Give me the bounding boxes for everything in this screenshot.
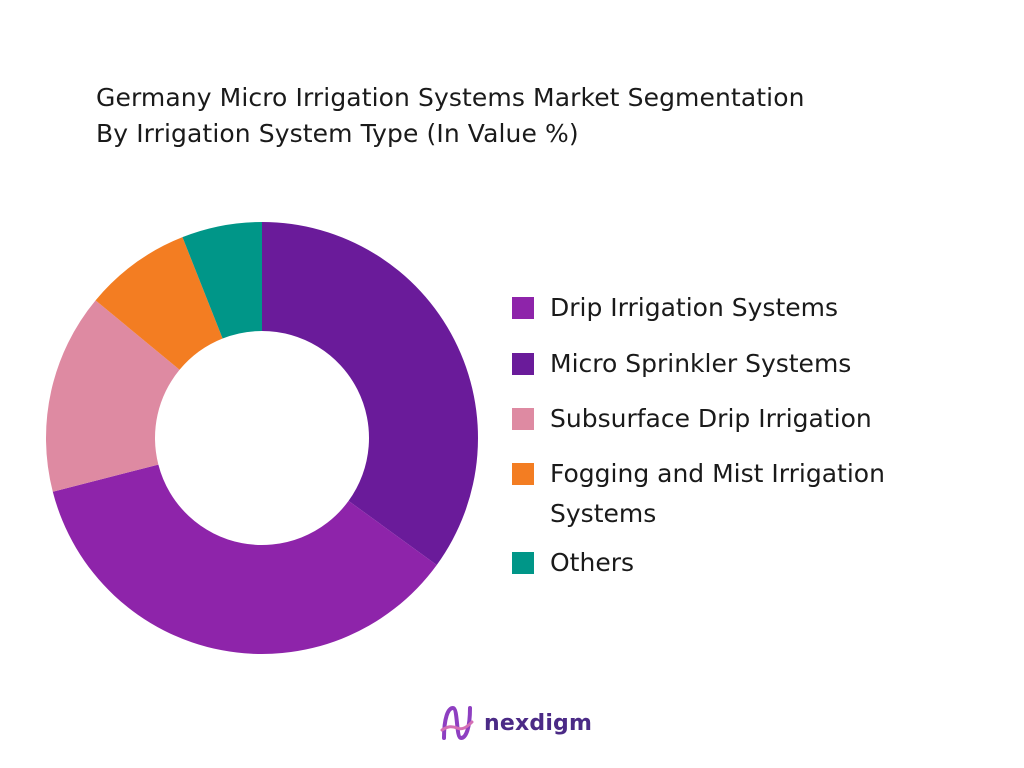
legend-item-subsurface: Subsurface Drip Irrigation — [512, 399, 970, 439]
donut-chart — [0, 0, 540, 700]
legend-item-fogging: Fogging and Mist Irrigation Systems — [512, 454, 960, 534]
legend-label-drip: Drip Irrigation Systems — [550, 288, 970, 328]
nexdigm-logo-icon — [440, 704, 474, 742]
legend-swatch-micro-sprinkler — [512, 353, 534, 375]
legend-swatch-others — [512, 552, 534, 574]
legend-item-micro-sprinkler: Micro Sprinkler Systems — [512, 344, 970, 384]
legend-item-others: Others — [512, 543, 970, 583]
legend-label-subsurface: Subsurface Drip Irrigation — [550, 399, 970, 439]
legend-item-drip: Drip Irrigation Systems — [512, 288, 970, 328]
legend-label-fogging: Fogging and Mist Irrigation Systems — [550, 454, 960, 534]
donut-slice-micro-sprinkler — [262, 222, 478, 565]
legend-swatch-fogging — [512, 463, 534, 485]
legend-swatch-subsurface — [512, 408, 534, 430]
legend-label-others: Others — [550, 543, 970, 583]
legend-swatch-drip — [512, 297, 534, 319]
brand-logo: nexdigm — [440, 703, 592, 743]
brand-name: nexdigm — [484, 711, 592, 736]
legend-label-micro-sprinkler: Micro Sprinkler Systems — [550, 344, 970, 384]
